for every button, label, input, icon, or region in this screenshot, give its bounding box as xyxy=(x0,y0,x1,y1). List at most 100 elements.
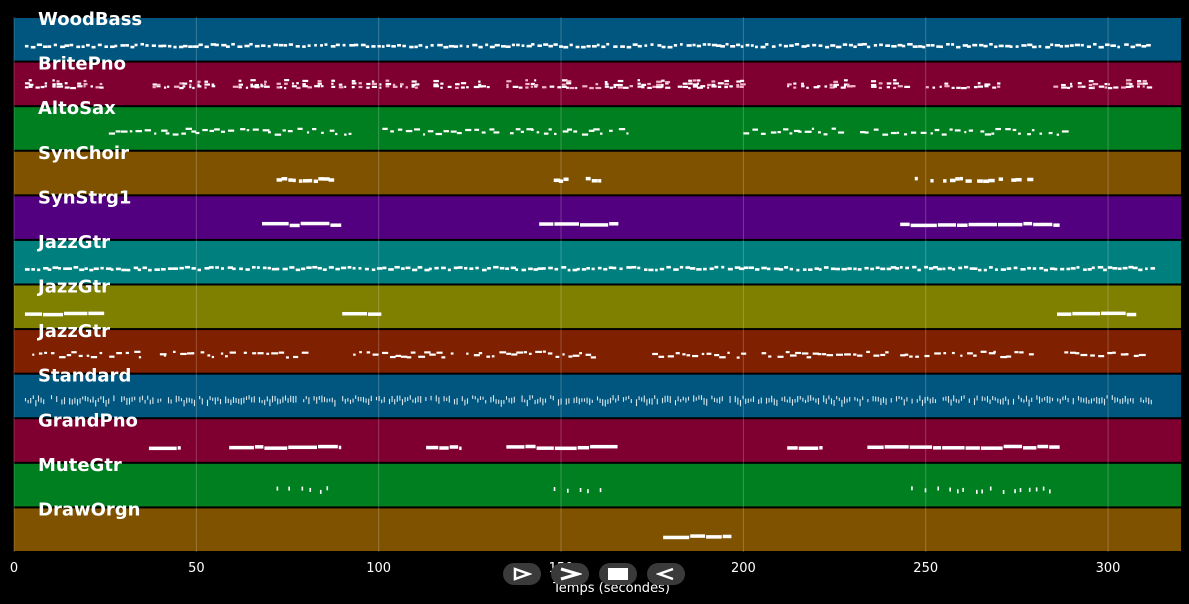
note xyxy=(1020,397,1022,402)
note xyxy=(1125,353,1129,356)
note xyxy=(604,83,609,86)
note xyxy=(587,489,589,494)
note xyxy=(172,133,179,136)
note xyxy=(843,396,846,404)
note xyxy=(1002,397,1004,405)
note xyxy=(152,86,156,89)
note xyxy=(696,44,702,48)
note xyxy=(301,267,306,271)
note xyxy=(515,268,519,271)
note xyxy=(292,178,296,183)
note xyxy=(968,222,997,227)
note xyxy=(665,86,671,89)
note xyxy=(664,395,666,403)
note xyxy=(711,395,713,400)
note xyxy=(953,395,955,402)
note xyxy=(44,351,48,354)
note xyxy=(382,266,387,270)
note xyxy=(572,268,578,272)
note xyxy=(978,268,982,272)
note xyxy=(1117,45,1120,49)
note xyxy=(455,86,459,90)
note xyxy=(414,86,418,89)
note xyxy=(1059,45,1064,48)
note xyxy=(388,398,391,405)
note xyxy=(318,177,324,181)
note xyxy=(528,267,533,271)
note xyxy=(100,396,102,400)
note xyxy=(134,43,138,47)
note xyxy=(1033,222,1053,227)
note xyxy=(210,43,217,46)
note xyxy=(414,45,418,49)
note xyxy=(572,354,580,357)
note xyxy=(130,45,135,49)
note xyxy=(960,87,967,90)
note xyxy=(950,399,952,406)
note xyxy=(891,45,897,48)
x-axis-label: Temps (secondes) xyxy=(552,581,670,596)
note xyxy=(901,44,906,48)
note xyxy=(893,79,897,82)
note xyxy=(1127,398,1129,405)
note xyxy=(243,351,247,354)
note xyxy=(400,267,405,270)
note xyxy=(917,268,921,272)
note xyxy=(637,79,640,82)
note xyxy=(494,43,500,47)
note xyxy=(214,43,219,47)
rewind-button[interactable] xyxy=(647,563,685,585)
note xyxy=(1053,223,1060,227)
note xyxy=(801,352,809,355)
note xyxy=(254,86,260,89)
note xyxy=(593,128,600,131)
note xyxy=(696,79,701,82)
note xyxy=(836,395,838,400)
note xyxy=(227,129,235,132)
note xyxy=(76,45,81,49)
stop-button[interactable] xyxy=(599,563,637,585)
note xyxy=(599,398,601,403)
note xyxy=(817,398,820,405)
note xyxy=(721,265,725,269)
note xyxy=(172,350,176,353)
note xyxy=(804,399,807,404)
play-button[interactable] xyxy=(503,563,541,585)
note xyxy=(885,44,891,47)
note xyxy=(165,132,170,135)
note xyxy=(969,267,975,270)
note xyxy=(35,86,40,89)
note xyxy=(266,352,270,355)
note xyxy=(652,352,658,356)
note xyxy=(399,395,401,401)
note xyxy=(692,85,698,88)
note xyxy=(396,395,398,402)
note xyxy=(35,400,37,407)
note xyxy=(347,266,352,269)
note xyxy=(271,352,279,355)
note xyxy=(983,179,990,184)
note xyxy=(560,398,562,405)
note xyxy=(964,265,969,269)
x-tick-label: 200 xyxy=(731,561,756,576)
note xyxy=(674,400,677,406)
play-outline-icon xyxy=(513,567,532,581)
note xyxy=(903,399,905,406)
note xyxy=(686,44,692,47)
note xyxy=(47,268,52,272)
note xyxy=(405,86,408,89)
note xyxy=(1003,444,1023,449)
note xyxy=(801,82,804,85)
note xyxy=(700,395,703,401)
note xyxy=(61,399,63,405)
note xyxy=(28,83,34,86)
note xyxy=(844,353,851,356)
note xyxy=(1018,395,1020,400)
note xyxy=(309,487,312,492)
forward-button[interactable] xyxy=(551,563,589,585)
note xyxy=(1142,399,1145,403)
note xyxy=(638,396,640,401)
note xyxy=(1104,86,1108,89)
note xyxy=(878,86,882,89)
note xyxy=(895,267,900,270)
